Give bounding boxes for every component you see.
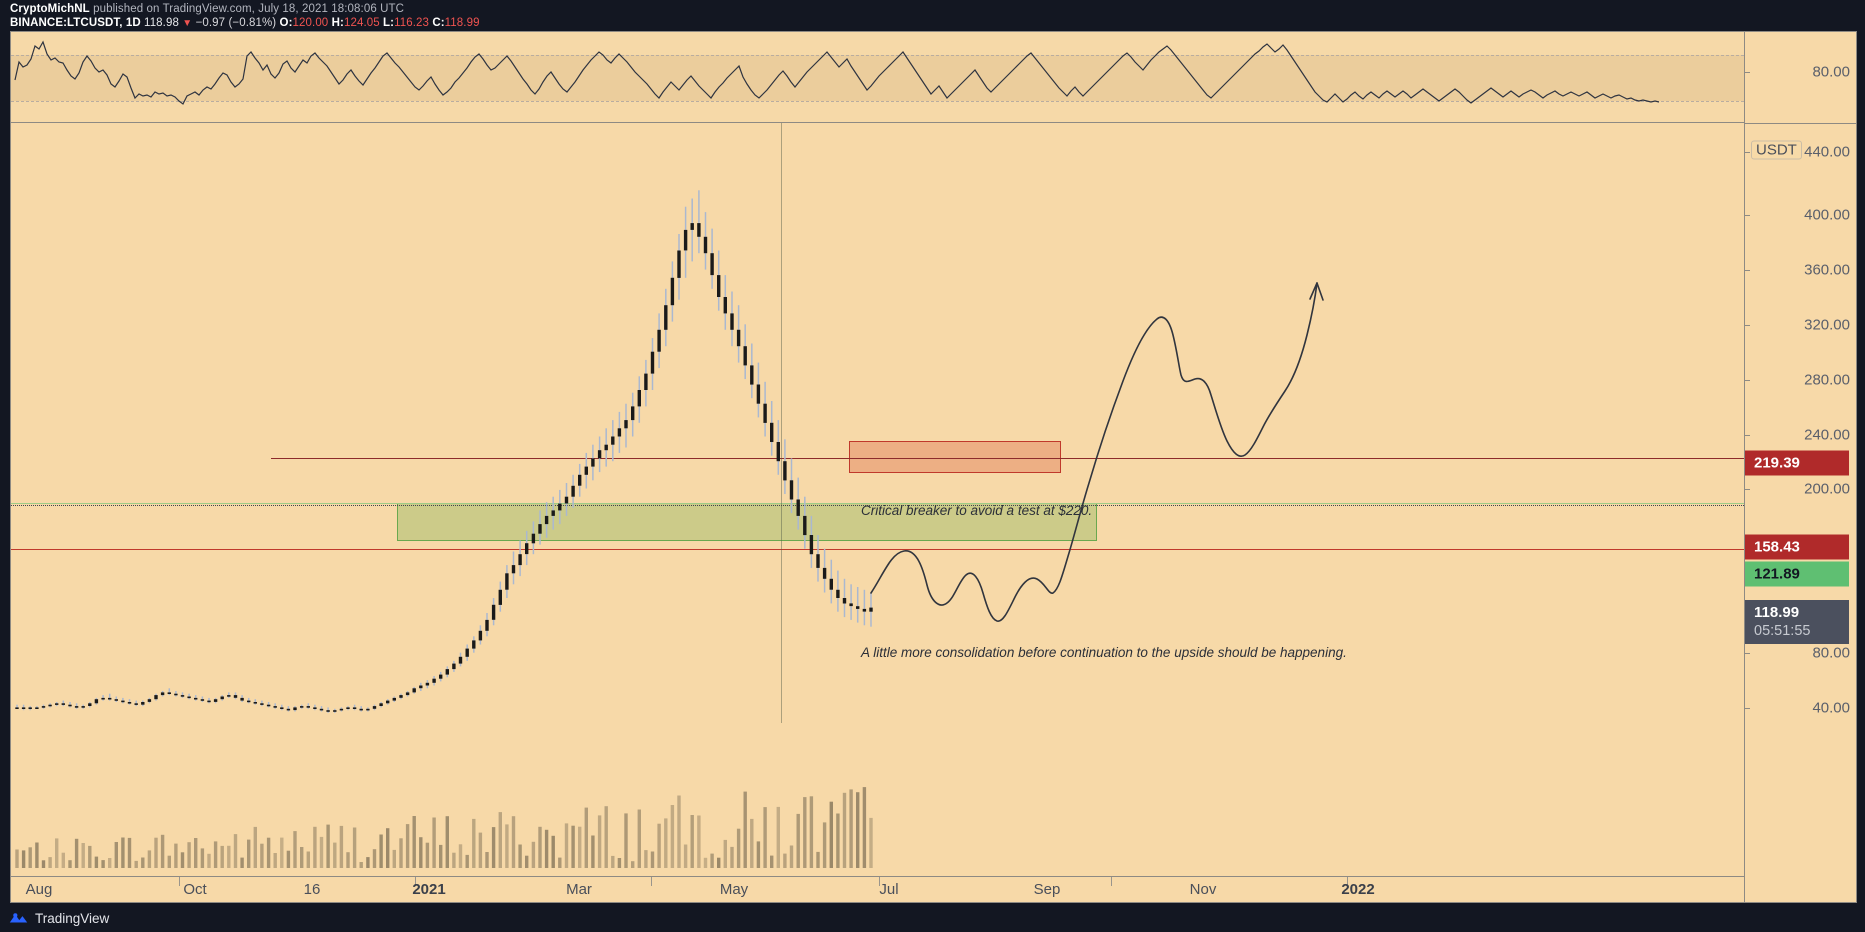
time-separator [879,877,880,886]
published-text: published on TradingView.com, July 18, 2… [89,3,405,15]
price-badge-121[interactable]: 121.89 [1745,561,1849,587]
axis-tick-ind-80: 80.00 [1812,63,1850,81]
publisher-line: CryptoMichNL published on TradingView.co… [10,2,1865,16]
axis-tick-240: 240.00 [1804,426,1850,444]
axis-tickmark [1745,653,1750,654]
resistance-line-219[interactable] [271,458,1744,459]
open-value: 120.00 [292,17,329,29]
axis-tickmark [1745,215,1750,216]
indicator-pane[interactable] [10,31,1745,122]
close-value: 118.99 [444,17,480,29]
axis-tick-80: 80.00 [1812,644,1850,662]
high-value: 124.05 [343,17,380,29]
time-label-2022: 2022 [1341,881,1375,898]
oscillator-line [14,40,1660,105]
timeframe-label[interactable]: 1D [125,17,141,29]
green-support-zone[interactable] [397,503,1097,541]
note-consolidation: A little more consolidation before conti… [861,645,1347,660]
note-critical-breaker: Critical breaker to avoid a test at $220… [861,503,1093,518]
axis-tick-280: 280.00 [1804,371,1850,389]
time-label-jul: Jul [879,881,899,898]
oscillator-lower-line [11,101,1744,102]
low-value: 116.23 [394,17,430,29]
tradingview-logo-icon[interactable] [9,911,28,926]
chart-header: CryptoMichNL published on TradingView.co… [0,0,1865,30]
oscillator-upper-line [11,55,1744,56]
axis-tick-400: 400.00 [1804,206,1850,224]
price-axis[interactable]: 80.00 USDT 440.00 400.00 360.00 320.00 2… [1745,31,1857,903]
tradingview-brand[interactable]: TradingView [35,910,110,926]
axis-tick-40: 40.00 [1812,699,1850,717]
time-label-aug: Aug [25,881,53,898]
time-label-16: 16 [303,881,321,898]
time-separator [1111,877,1112,886]
chart-vertical-marker [781,123,782,723]
open-label: O: [279,17,293,29]
current-price-line [11,505,1744,506]
chart-frame: Critical breaker to avoid a test at $220… [0,29,1865,904]
close-label: C: [432,17,445,29]
time-axis[interactable]: Aug Oct 16 2021 Mar May Jul Sep Nov 2022 [10,877,1745,903]
current-price-badge[interactable]: 118.99 05:51:55 [1745,600,1849,644]
axis-tickmark [1745,152,1750,153]
axis-tick-360: 360.00 [1804,261,1850,279]
high-label: H: [331,17,344,29]
time-label-oct: Oct [183,881,207,898]
price-badge-219[interactable]: 219.39 [1745,450,1849,476]
footer-bar: TradingView [0,904,1865,932]
price-badge-158[interactable]: 158.43 [1745,534,1849,560]
axis-divider [1745,123,1857,124]
time-separator [1347,877,1348,886]
currency-chip: USDT [1751,140,1802,160]
symbol-line: BINANCE:LTCUSDT, 1D 118.98 ▼ −0.97 (−0.8… [10,16,1865,31]
time-label-may: May [719,881,749,898]
axis-tick-440: 440.00 [1804,143,1850,161]
current-price-value: 118.99 [1754,604,1800,621]
countdown-timer: 05:51:55 [1754,623,1811,639]
time-separator [179,877,180,886]
time-separator [651,877,652,886]
axis-tickmark [1745,708,1750,709]
time-separator [415,877,416,886]
red-breaker-zone[interactable] [849,441,1061,473]
time-label-nov: Nov [1189,881,1217,898]
last-price-value: 118.98 [144,17,179,29]
candlestick-series[interactable] [11,123,1744,876]
axis-tickmark [1745,325,1750,326]
support-line-121[interactable] [11,503,1744,504]
price-change-value: −0.97 (−0.81%) [195,17,277,29]
resistance-line-158-left [471,549,1744,550]
axis-tick-200: 200.00 [1804,480,1850,498]
price-pane[interactable]: Critical breaker to avoid a test at $220… [10,122,1745,877]
axis-tickmark [1745,72,1750,73]
axis-tickmark [1745,435,1750,436]
time-label-2021: 2021 [412,881,446,898]
axis-tickmark [1745,489,1750,490]
axis-tick-320: 320.00 [1804,316,1850,334]
author-name[interactable]: CryptoMichNL [10,3,90,15]
forecast-path [870,282,1324,622]
time-label-sep: Sep [1033,881,1061,898]
symbol-ticker[interactable]: BINANCE:LTCUSDT, [10,17,123,29]
axis-tickmark [1745,380,1750,381]
time-label-mar: Mar [566,881,592,898]
axis-tickmark [1745,270,1750,271]
triangle-down-icon: ▼ [182,18,193,29]
low-label: L: [383,17,395,29]
